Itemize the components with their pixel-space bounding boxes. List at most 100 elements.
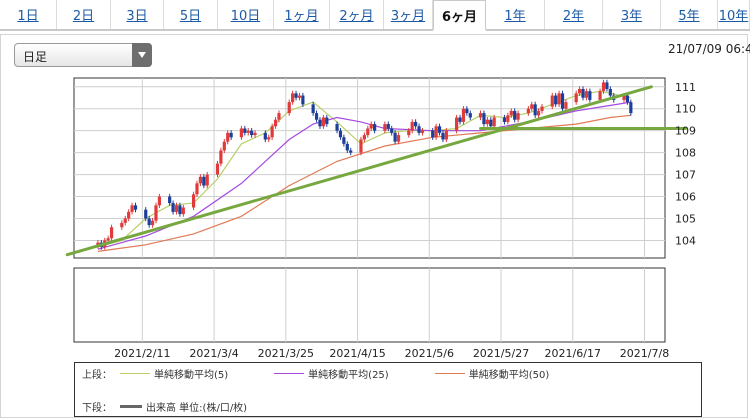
candle-body	[407, 130, 411, 136]
candle-body	[362, 135, 366, 140]
tab-3[interactable]: 5日	[164, 0, 218, 29]
tab-1[interactable]: 2日	[57, 0, 111, 29]
candle-body	[516, 113, 520, 120]
volume-panel	[73, 267, 666, 343]
candle-body	[540, 106, 544, 111]
candle-body	[513, 110, 517, 120]
candle-body	[291, 93, 295, 103]
candle-body	[205, 174, 209, 186]
candle-body	[506, 115, 510, 122]
candle-body	[120, 222, 124, 228]
candle-body	[550, 95, 554, 107]
tab-5[interactable]: 1ヶ月	[274, 0, 330, 29]
trendline-support	[65, 85, 653, 257]
candle-body	[581, 88, 585, 98]
tab-10[interactable]: 2年	[545, 0, 603, 29]
candle-body	[444, 130, 448, 140]
x-tick-label: 2021/5/6	[405, 347, 454, 360]
legend-ma50: 単純移動平均(50)	[427, 366, 549, 381]
candle-body	[154, 205, 158, 221]
candle-body	[393, 132, 397, 142]
candle-body	[629, 102, 633, 114]
candle-body	[526, 108, 530, 114]
candle-body	[243, 128, 247, 133]
legend-volume-label: 出来高 単位:(株/口/枚)	[146, 403, 248, 414]
tab-12[interactable]: 5年	[661, 0, 718, 29]
candle-body	[253, 132, 257, 136]
candle-body	[420, 130, 425, 133]
x-axis-ticks: 2021/2/11 2021/3/4 2021/3/25 2021/4/15 2021/…	[114, 347, 669, 360]
candle-body	[297, 95, 302, 98]
x-tick-label: 2021/4/15	[329, 347, 385, 360]
candle-body	[287, 102, 291, 114]
candle-body	[485, 119, 489, 125]
candle-period-value: 日足	[23, 50, 48, 64]
candle-body	[147, 218, 151, 226]
candle-body	[191, 194, 196, 208]
candle-body	[157, 196, 162, 206]
candle-body	[342, 137, 346, 144]
legend-ma25-label: 単純移動平均(25)	[308, 370, 389, 381]
tab-9[interactable]: 1年	[486, 0, 545, 29]
tab-8[interactable]: 6ヶ月	[433, 0, 486, 31]
x-tick-label: 2021/6/17	[545, 347, 601, 360]
triangle-down-icon[interactable]	[132, 43, 152, 67]
tab-0[interactable]: 1日	[0, 0, 57, 29]
candle-body	[465, 108, 469, 114]
candle-period-select[interactable]: 日足	[14, 43, 152, 67]
legend-upper-label: 上段：	[82, 370, 112, 381]
candle-body	[338, 130, 343, 138]
legend-lower-label: 下段：	[82, 403, 112, 414]
candle-body	[109, 227, 114, 239]
candle-body	[554, 95, 558, 105]
candle-body	[229, 132, 233, 138]
candle-body	[373, 124, 377, 131]
candle-body	[267, 137, 271, 140]
candle-body	[577, 88, 582, 94]
x-tick-label: 2021/7/8	[620, 347, 669, 360]
candle-body	[605, 82, 609, 89]
candle-body	[318, 119, 322, 127]
candle-body	[263, 132, 267, 140]
candle-body	[458, 117, 462, 122]
y-tick-label: 107	[675, 169, 696, 182]
y-axis-ticks: 104 105 106 107 108 109 110 111	[675, 81, 696, 248]
legend-ma5-label: 単純移動平均(5)	[154, 370, 229, 381]
candle-body	[144, 209, 148, 219]
tab-2[interactable]: 3日	[111, 0, 164, 29]
candle-body	[461, 108, 466, 122]
candle-body	[468, 113, 472, 118]
x-tick-label: 2021/2/11	[114, 347, 170, 360]
last-update-datetime: 21/07/09 06:4	[668, 42, 750, 56]
candle-body	[314, 113, 319, 120]
tab-6[interactable]: 2ヶ月	[330, 0, 384, 29]
candle-body	[239, 128, 243, 138]
chart-frame	[0, 34, 748, 418]
candle-body	[195, 183, 199, 195]
candle-body	[178, 205, 182, 215]
candle-body	[219, 150, 223, 164]
candle-body	[127, 211, 131, 219]
candle-body	[601, 82, 606, 92]
tab-4[interactable]: 10日	[218, 0, 274, 29]
x-tick-label: 2021/3/4	[189, 347, 238, 360]
candle-body	[311, 104, 315, 114]
candle-body	[574, 93, 578, 103]
candle-body	[226, 132, 230, 142]
candle-body	[386, 124, 390, 129]
candle-body	[417, 126, 421, 133]
candle-body	[168, 196, 172, 204]
x-tick-label: 2021/3/25	[258, 347, 314, 360]
tab-11[interactable]: 3年	[603, 0, 661, 29]
candle-body	[366, 128, 370, 136]
candle-body	[588, 91, 592, 100]
candle-body	[622, 95, 626, 100]
candle-body	[482, 113, 486, 125]
candles	[65, 79, 687, 257]
candle-body	[396, 135, 401, 142]
candle-body	[390, 128, 394, 133]
tab-7[interactable]: 3ヶ月	[384, 0, 433, 29]
ma-line-1	[97, 101, 631, 250]
candle-body	[106, 238, 110, 241]
